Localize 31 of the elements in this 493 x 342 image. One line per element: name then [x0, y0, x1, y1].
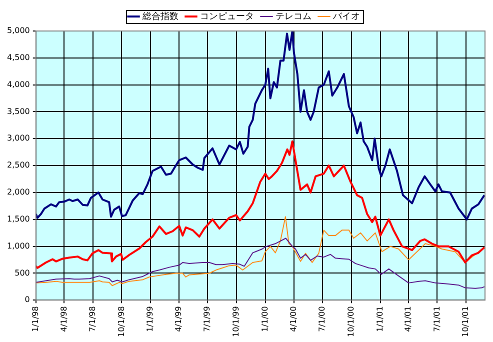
y-tick-label: 1,000 [6, 241, 30, 250]
y-tick-label: 4,000 [6, 80, 30, 89]
x-tick-label: 1/1/99 [146, 306, 155, 332]
x-tick-label: 1/1/01 [375, 306, 384, 332]
legend-label: 総合指数 [142, 10, 178, 22]
x-tick-label: 4/1/98 [59, 306, 68, 332]
y-tick-label: 3,500 [6, 106, 30, 116]
x-tick-label: 1/1/00 [260, 306, 270, 332]
x-tick-label: 4/1/99 [174, 306, 183, 332]
x-tick-label: 7/1/00 [318, 306, 327, 332]
x-tick-label: 7/1/01 [432, 306, 442, 332]
x-tick-label: 10/1/00 [346, 306, 356, 338]
x-tick-label: 7/1/99 [202, 306, 212, 332]
y-tick-label: 4,500 [6, 52, 30, 62]
y-tick-label: 0 [24, 295, 30, 304]
x-tick-label: 1/1/98 [30, 306, 40, 332]
y-tick-label: 3,000 [6, 134, 30, 143]
x-tick-label: 4/1/01 [404, 306, 413, 332]
legend-label: バイオ [332, 12, 360, 22]
y-tick-label: 5,000 [6, 26, 30, 36]
y-tick-label: 1,500 [6, 214, 30, 224]
x-tick-label: 7/1/98 [88, 306, 97, 332]
x-tick-label: 10/1/98 [116, 306, 126, 338]
x-tick-label: 10/1/01 [461, 306, 470, 338]
y-tick-label: 500 [14, 268, 30, 278]
y-tick-label: 2,000 [6, 188, 30, 197]
legend-label: テレコム [276, 12, 312, 22]
y-tick-label: 2,500 [6, 160, 30, 170]
x-tick-label: 10/1/99 [231, 306, 240, 338]
legend-label: コンピュータ [200, 10, 254, 22]
x-tick-label: 4/1/00 [289, 306, 298, 332]
